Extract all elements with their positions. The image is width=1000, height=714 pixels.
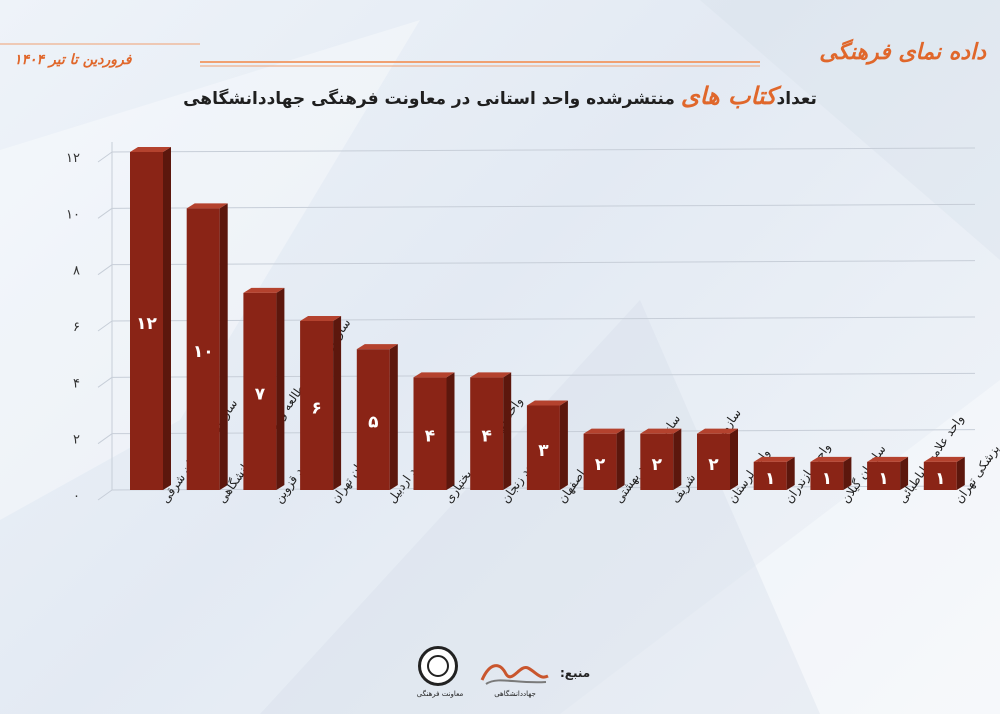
bar-value-label: ۳ [538,441,549,461]
bar-side [730,428,738,490]
bar-value-label: ۲ [708,455,719,475]
bar-value-label: ۱ [822,469,832,489]
bar-top [356,344,398,350]
bar-value-label: ۷ [255,384,266,404]
bar-top [583,428,625,434]
atlas-caption: جهاددانشگاهی [494,690,536,698]
bar [186,208,220,491]
bar-value-label: ۱ [765,469,775,489]
bar-value-label: ۲ [652,455,663,475]
y-tick-label: ۱۰ [66,207,80,222]
bar-top [470,372,512,378]
headline-prefix: تعداد [776,89,817,109]
gridline [111,372,976,378]
bar [810,461,844,490]
bar-top [640,428,682,434]
brand-title: داده نمای فرهنگی [819,40,986,65]
bar [867,461,901,490]
header-decoration [0,43,760,67]
y-tick-label: ۰ [73,489,80,504]
bar-value-label: ۱۰ [193,342,214,362]
gridline [111,260,976,266]
atlas-logo-icon [480,664,549,685]
gridline-wall [97,433,113,445]
bar [753,461,787,490]
bar [583,433,617,490]
bar-value-label: ۱۲ [136,314,157,334]
bar [413,377,447,490]
bar-side [219,203,228,491]
bar-value-label: ۵ [368,413,378,433]
bar [470,377,504,490]
bar-side [276,287,285,490]
bar-side [163,147,171,490]
bar-value-label: ۴ [482,427,492,447]
seal-caption: معاونت فرهنگی [416,690,464,698]
bar [356,349,390,490]
gridline [111,316,976,322]
gridline-wall [97,320,113,332]
bar-top [243,287,285,293]
y-tick-label: ۴ [73,376,80,391]
date-range: فروردین تا تیر ۱۴۰۴ [14,52,132,68]
gridline-wall [97,264,113,276]
bar-side [843,456,852,490]
bar [640,433,674,490]
gridline-wall [97,489,113,501]
y-tick-label: ۲ [73,433,80,448]
y-tick-label: ۱۲ [66,151,80,166]
gridline-wall [97,207,113,219]
bar-side [900,456,909,490]
bar-top [413,372,455,378]
headline-highlight: کتاب های [680,82,777,110]
bar-side [616,428,625,490]
bar-value-label: ۲ [595,455,606,475]
bar-value-label: ۶ [311,399,321,419]
bar-top [867,456,909,462]
bar-side [389,344,398,490]
bar [300,321,334,490]
bar-side [333,316,342,490]
headline-suffix: منتشرشده واحد استانی در معاونت فرهنگی جه… [183,89,681,109]
bar-top [753,456,795,462]
bar [243,292,277,490]
bar-top [923,456,965,462]
organization-seal-icon [418,646,458,686]
bar [130,152,163,490]
y-tick-label: ۸ [73,264,80,279]
bar-top [810,456,852,462]
bar-side [673,428,682,490]
bar-value-label: ۱ [878,469,888,489]
bar-top [130,147,171,152]
bar-top [186,203,228,209]
source-footer: معاونت فرهنگی جهاددانشگاهی منبع: [410,646,610,706]
bar-side [786,456,795,490]
bar-top [526,400,568,406]
gridline-wall [97,151,113,163]
gridline-wall [97,376,113,388]
bar [923,461,957,490]
gridline [111,147,976,153]
bar-value-label: ۱ [935,469,945,489]
bar-top [697,428,738,434]
bar-side [503,372,512,490]
bar-side [559,400,568,490]
bar [697,433,730,490]
bar-side [956,456,965,490]
gridline [111,203,976,209]
category-label: سازمان علوم پزشکی تهران [952,384,1000,506]
bar-value-label: ۴ [425,427,435,447]
bar-top [300,316,342,321]
source-label: منبع: [560,666,591,680]
y-tick-label: ۶ [73,320,80,335]
chart-headline: تعدادکتاب های منتشرشده واحد استانی در مع… [0,82,1000,110]
bar [526,405,560,490]
bar-side [446,372,455,490]
